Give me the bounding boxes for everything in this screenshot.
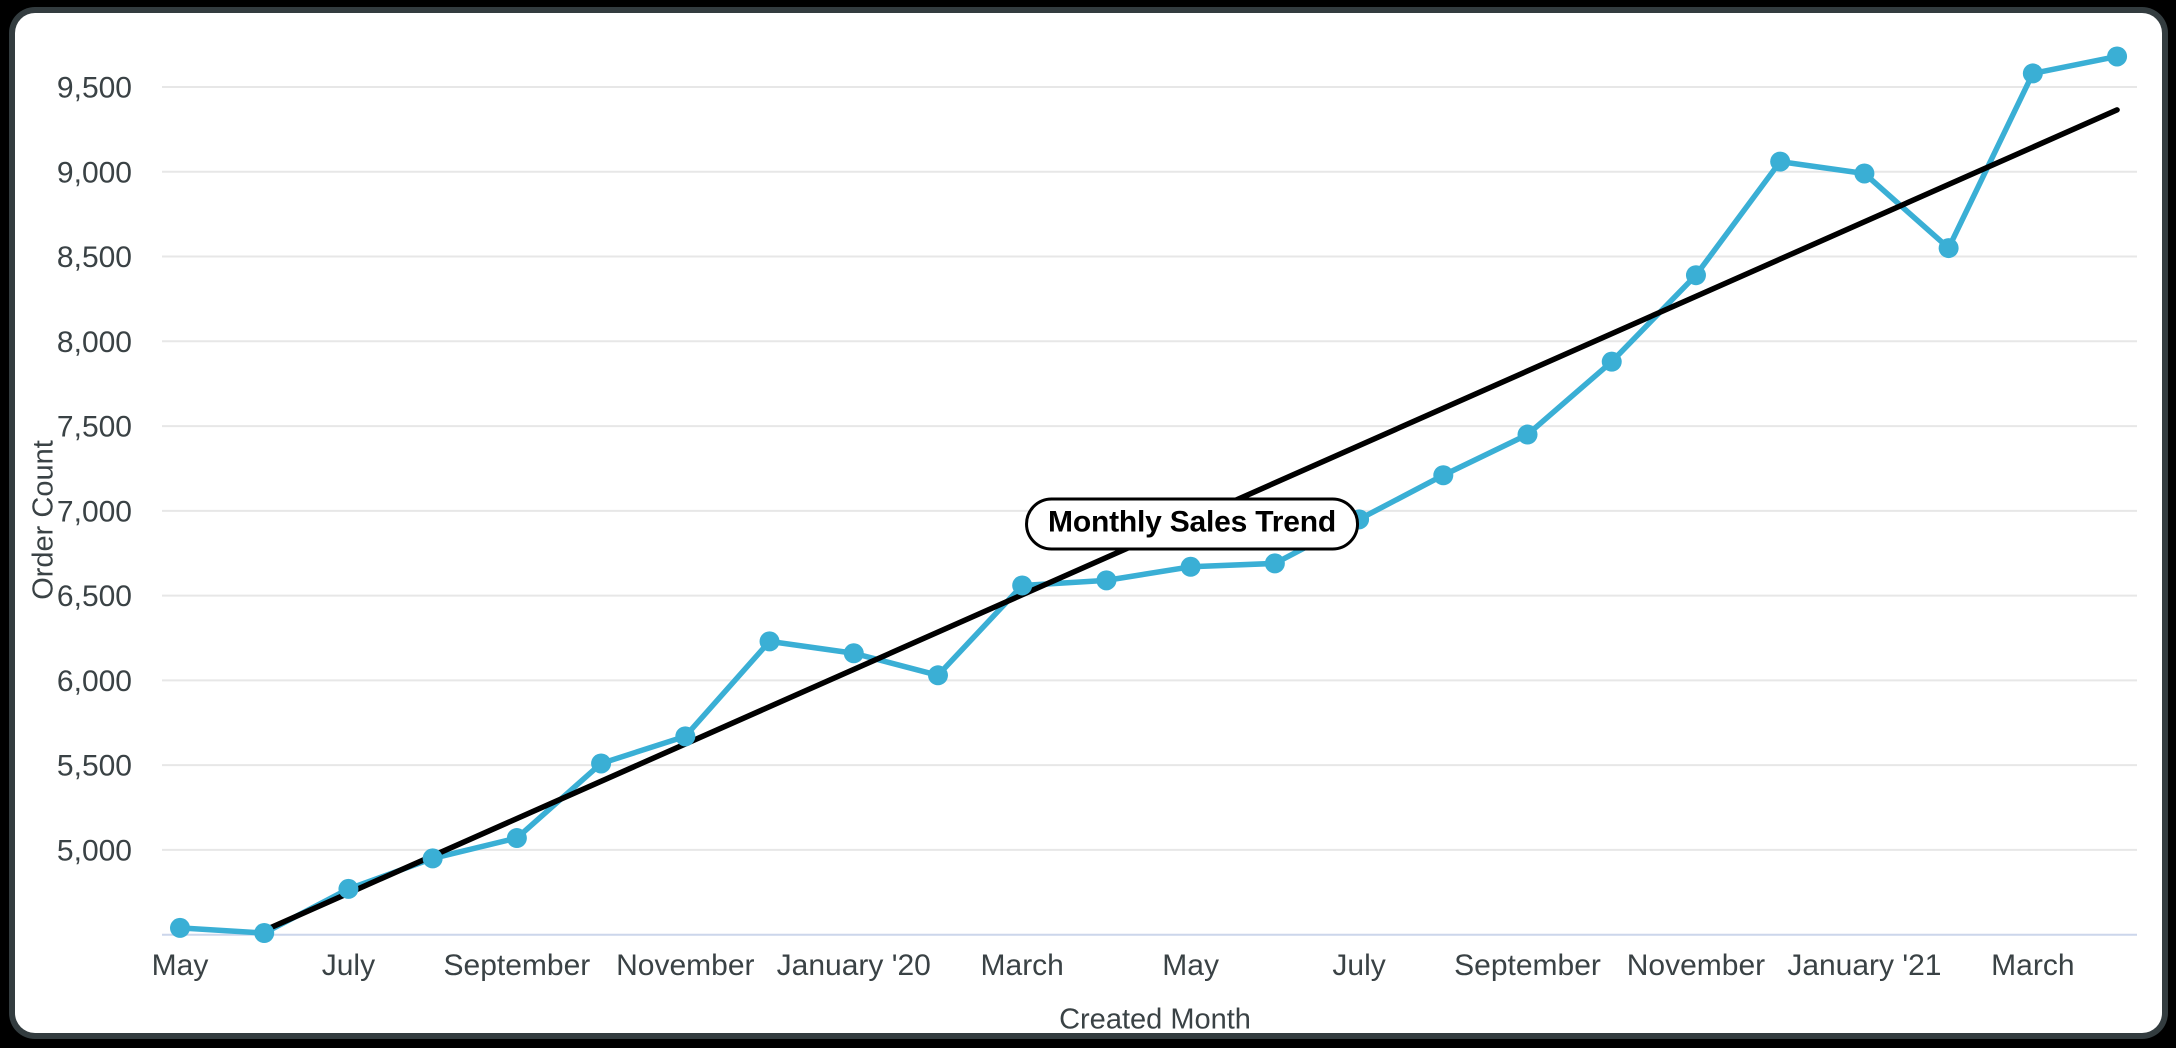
y-tick-label: 7,500: [57, 411, 132, 444]
data-point: [1517, 424, 1538, 445]
y-tick-label: 8,500: [57, 241, 132, 274]
data-point: [1770, 151, 1791, 172]
data-point: [1685, 265, 1706, 286]
x-tick-label: May: [152, 949, 209, 982]
data-point: [170, 917, 190, 938]
x-tick-label: September: [444, 949, 591, 982]
data-point: [506, 828, 527, 849]
data-point: [759, 631, 780, 652]
x-tick-label: March: [981, 949, 1064, 982]
x-tick-label: July: [1332, 949, 1385, 982]
x-tick-label: September: [1454, 949, 1601, 982]
y-tick-label: 5,000: [57, 834, 132, 867]
data-point: [338, 878, 359, 899]
data-point: [422, 848, 443, 869]
data-point: [1012, 575, 1033, 596]
y-tick-label: 6,000: [57, 665, 132, 698]
data-point: [254, 923, 275, 944]
x-tick-label: November: [1627, 949, 1765, 982]
y-tick-label: 6,500: [57, 580, 132, 613]
data-point: [843, 643, 864, 664]
y-tick-label: 8,000: [57, 326, 132, 359]
data-point: [2022, 63, 2043, 84]
x-tick-label: January '21: [1787, 949, 1941, 982]
y-tick-label: 7,000: [57, 495, 132, 528]
trend-line-label: Monthly Sales Trend: [1025, 497, 1359, 551]
data-point: [591, 753, 612, 774]
data-point: [1096, 570, 1117, 591]
y-tick-label: 9,000: [57, 156, 132, 189]
order-count-line: [179, 53, 2118, 936]
x-tick-label: March: [1991, 949, 2074, 982]
x-tick-label: January '20: [777, 949, 931, 982]
monthly-sales-line-chart: 5,000 5,500 6,000 6,500 7,000 7,500 8,000 8,500…: [57, 46, 2137, 982]
x-tick-label: July: [322, 949, 375, 982]
chart-card: 5,000 5,500 6,000 6,500 7,000 7,500 8,000 8,500…: [15, 13, 2162, 1036]
data-point: [1601, 351, 1622, 372]
data-point: [1433, 465, 1454, 486]
data-point: [1854, 163, 1875, 184]
data-point: [927, 665, 948, 686]
x-tick-label: May: [1162, 949, 1219, 982]
data-point: [1938, 238, 1959, 259]
x-tick-label: November: [616, 949, 754, 982]
data-point: [2107, 46, 2128, 67]
data-point: [1180, 556, 1201, 577]
data-point: [675, 726, 696, 747]
trend-line-label-text: Monthly Sales Trend: [1048, 505, 1336, 539]
y-tick-label: 5,500: [57, 750, 132, 783]
y-tick-label: 9,500: [57, 72, 132, 105]
x-axis-title: Created Month: [1059, 1003, 1251, 1036]
data-point: [1264, 553, 1285, 574]
y-axis-title: Order Count: [27, 440, 60, 600]
